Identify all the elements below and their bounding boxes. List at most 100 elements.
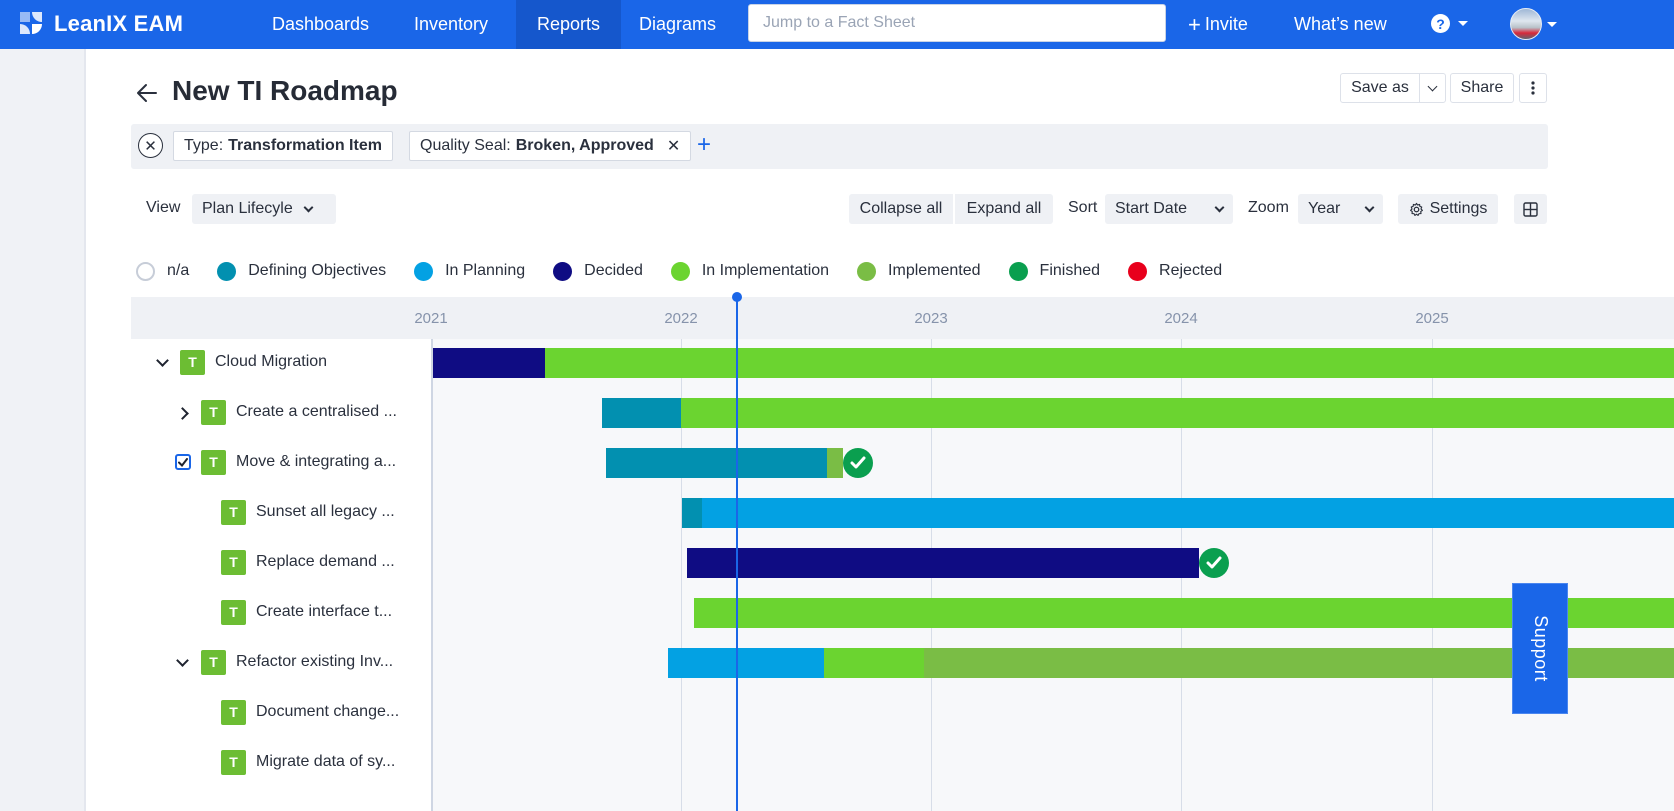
bar-segment-defining-objectives[interactable]: [682, 498, 702, 528]
fact-sheet-search-input[interactable]: [748, 4, 1166, 42]
year-grid-line: [681, 339, 682, 811]
tree-row[interactable]: T Move & integrating a...: [201, 447, 396, 477]
arrow-left-icon[interactable]: [136, 82, 158, 104]
bar-segment-in-planning[interactable]: [702, 498, 1674, 528]
legend-item-na[interactable]: n/a: [136, 261, 190, 281]
nav-inventory[interactable]: Inventory: [414, 14, 489, 34]
tree-row[interactable]: T Replace demand ...: [221, 547, 395, 577]
row-label: Create interface t...: [256, 603, 393, 620]
row-label: Replace demand ...: [256, 553, 395, 570]
legend-label: In Implementation: [701, 262, 830, 279]
bar-segment-in-implementation[interactable]: [545, 348, 1674, 378]
row-checkbox[interactable]: [175, 454, 191, 470]
year-label: 2025: [1415, 310, 1449, 327]
tree-row[interactable]: T Create interface t...: [221, 597, 392, 627]
bar-segment-implemented[interactable]: [827, 448, 843, 478]
tree-row[interactable]: T Cloud Migration: [180, 347, 327, 377]
save-as-dropdown-button[interactable]: [1419, 73, 1446, 103]
year-label: 2021: [414, 310, 448, 327]
add-filter-button[interactable]: +: [697, 133, 711, 157]
filter-chip-quality-seal[interactable]: Quality Seal: Broken, Approved ✕: [409, 131, 692, 161]
legend-dot-icon: [670, 261, 690, 281]
layout-toggle-button[interactable]: [1514, 194, 1547, 224]
settings-button[interactable]: Settings: [1398, 194, 1498, 224]
share-button[interactable]: Share: [1450, 73, 1514, 103]
checkmark-icon: [178, 457, 188, 467]
legend-item-in-planning[interactable]: In Planning: [414, 261, 525, 281]
tree-row[interactable]: T Create a centralised ...: [201, 397, 397, 427]
brand-name: LeanIX EAM: [54, 11, 184, 36]
brand-logo[interactable]: LeanIX EAM: [20, 11, 183, 37]
sort-select-value: Start Date: [1115, 200, 1188, 217]
expand-all-button[interactable]: Expand all: [955, 194, 1053, 224]
sort-select[interactable]: Start Date: [1105, 194, 1233, 224]
legend-label: Decided: [584, 262, 643, 279]
legend-item-in-implementation[interactable]: In Implementation: [670, 261, 830, 281]
chevron-down-icon: [303, 202, 314, 212]
zoom-select[interactable]: Year: [1298, 194, 1383, 224]
remove-filter-icon[interactable]: ✕: [666, 138, 681, 155]
finished-check-icon: [1199, 548, 1229, 578]
filter-key: Quality Seal:: [420, 137, 511, 154]
today-marker-line: [736, 297, 738, 811]
tree-row[interactable]: T Migrate data of sy...: [221, 747, 395, 777]
row-label: Create a centralised ...: [236, 403, 397, 420]
question-circle-icon: ?: [1431, 14, 1450, 33]
year-label: 2023: [914, 310, 948, 327]
user-menu-button[interactable]: [1510, 8, 1557, 40]
legend-item-decided[interactable]: Decided: [553, 261, 643, 281]
transformation-item-icon: T: [221, 499, 246, 525]
legend-item-implemented[interactable]: Implemented: [857, 261, 981, 281]
transformation-item-icon: T: [221, 549, 246, 575]
transformation-item-icon: T: [180, 349, 205, 375]
tree-row[interactable]: T Sunset all legacy ...: [221, 497, 395, 527]
bar-segment-in-implementation[interactable]: [824, 648, 924, 678]
support-tab-button[interactable]: Support: [1512, 583, 1568, 714]
legend-item-rejected[interactable]: Rejected: [1128, 261, 1223, 281]
legend-dot-icon: [553, 261, 573, 281]
legend-label: Rejected: [1159, 262, 1223, 279]
transformation-item-icon: T: [201, 449, 226, 475]
bar-segment-defining-objectives[interactable]: [606, 448, 827, 478]
more-options-button[interactable]: [1519, 73, 1547, 103]
year-grid-line: [1432, 339, 1433, 811]
expand-toggle[interactable]: [175, 405, 192, 421]
view-label: View: [146, 199, 181, 216]
row-label: Sunset all legacy ...: [256, 503, 395, 520]
help-menu-button[interactable]: ?: [1431, 14, 1468, 33]
invite-button[interactable]: + Invite: [1188, 0, 1248, 49]
filter-value: Transformation Item: [228, 137, 382, 154]
whats-new-link[interactable]: What’s new: [1294, 14, 1387, 34]
row-label: Move & integrating a...: [236, 453, 397, 470]
legend-dot-icon: [217, 261, 237, 281]
expand-toggle[interactable]: [174, 654, 190, 671]
bar-segment-defining-objectives[interactable]: [602, 398, 681, 428]
filter-key: Type:: [184, 137, 224, 154]
bar-segment-decided[interactable]: [433, 348, 545, 378]
legend-item-finished[interactable]: Finished: [1008, 261, 1101, 281]
lifecycle-legend: n/a Defining Objectives In Planning Deci…: [136, 261, 1250, 281]
gear-icon: [1409, 202, 1423, 216]
bar-segment-in-implementation[interactable]: [694, 598, 1674, 628]
nav-dashboards[interactable]: Dashboards: [272, 14, 370, 34]
save-as-button[interactable]: Save as: [1340, 73, 1420, 103]
legend-dot-icon: [1128, 261, 1148, 281]
clear-filters-button[interactable]: ✕: [138, 133, 163, 158]
timeline-header: [131, 297, 1674, 339]
legend-dot-icon: [857, 261, 877, 281]
legend-label: Finished: [1039, 262, 1101, 279]
tree-row[interactable]: T Refactor existing Inv...: [201, 647, 393, 677]
bar-segment-decided[interactable]: [687, 548, 1199, 578]
nav-reports[interactable]: Reports: [516, 0, 621, 49]
tree-row[interactable]: T Document change...: [221, 697, 399, 727]
collapse-all-button[interactable]: Collapse all: [849, 194, 953, 224]
legend-item-defining-objectives[interactable]: Defining Objectives: [217, 261, 386, 281]
filter-chip-type[interactable]: Type: Transformation Item: [173, 131, 393, 161]
legend-dot-icon: [414, 261, 434, 281]
legend-label: n/a: [167, 262, 190, 279]
nav-diagrams[interactable]: Diagrams: [639, 14, 717, 34]
bar-segment-in-implementation[interactable]: [681, 398, 1674, 428]
view-select[interactable]: Plan Lifecyle: [192, 194, 336, 224]
bar-segment-in-planning[interactable]: [668, 648, 824, 678]
expand-toggle[interactable]: [154, 354, 170, 371]
